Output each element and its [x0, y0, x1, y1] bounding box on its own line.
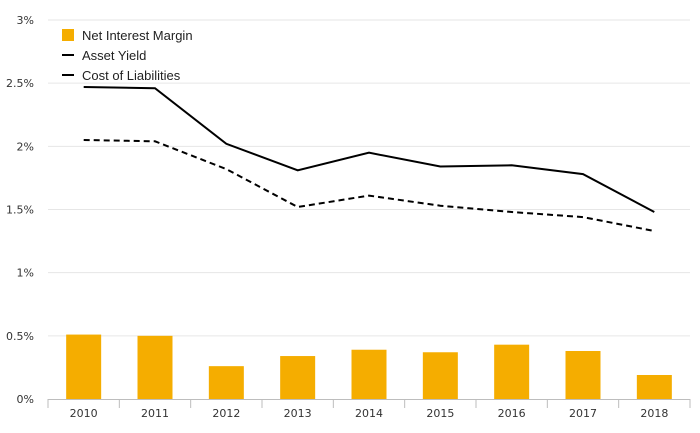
legend-swatch-solid-line	[62, 54, 74, 56]
legend-label-cost-of-liabilities: Cost of Liabilities	[82, 67, 181, 83]
legend-swatch-bar	[62, 29, 74, 41]
line-asset-yield	[83, 86, 655, 213]
x-tick-label: 2012	[212, 407, 240, 420]
bar	[208, 366, 244, 399]
bar	[66, 334, 102, 399]
x-tick-label: 2011	[141, 407, 169, 420]
legend-swatch-dashed-line	[62, 74, 74, 76]
x-tick-label: 2017	[569, 407, 597, 420]
y-tick-label: 1.5%	[6, 204, 34, 217]
bar	[137, 335, 173, 399]
legend-label-net-interest-margin: Net Interest Margin	[82, 27, 193, 43]
legend-label-asset-yield: Asset Yield	[82, 47, 147, 63]
x-tick-label: 2010	[70, 407, 98, 420]
bar	[494, 344, 530, 399]
y-tick-label: 1%	[17, 267, 34, 280]
y-tick-label: 0%	[17, 393, 34, 406]
y-tick-label: 2.5%	[6, 77, 34, 90]
gridlines	[48, 19, 690, 337]
x-tick-label: 2015	[426, 407, 454, 420]
bar	[351, 349, 387, 399]
y-tick-label: 0.5%	[6, 330, 34, 343]
x-tick-label: 2013	[284, 407, 312, 420]
legend-item-cost-of-liabilities: Cost of Liabilities	[62, 65, 193, 85]
line-cost-of-liabilities	[83, 139, 655, 232]
bar	[422, 352, 458, 399]
line-series	[83, 86, 655, 232]
y-tick-label: 3%	[17, 14, 34, 27]
y-axis-ticks: 0% 0.5% 1% 1.5% 2% 2.5% 3%	[6, 14, 34, 406]
bar-series-net-interest-margin	[66, 334, 672, 399]
legend: Net Interest Margin Asset Yield Cost of …	[62, 25, 193, 85]
y-tick-label: 2%	[17, 140, 34, 153]
x-tick-label: 2016	[498, 407, 526, 420]
x-tick-label: 2018	[640, 407, 668, 420]
bar	[565, 350, 601, 399]
legend-item-asset-yield: Asset Yield	[62, 45, 193, 65]
x-axis: 2010 2011 2012 2013 2014 2015 2016 2017 2018	[47, 399, 691, 420]
bar	[636, 374, 672, 399]
x-tick-label: 2014	[355, 407, 383, 420]
bar	[280, 356, 316, 399]
legend-item-net-interest-margin: Net Interest Margin	[62, 25, 193, 45]
